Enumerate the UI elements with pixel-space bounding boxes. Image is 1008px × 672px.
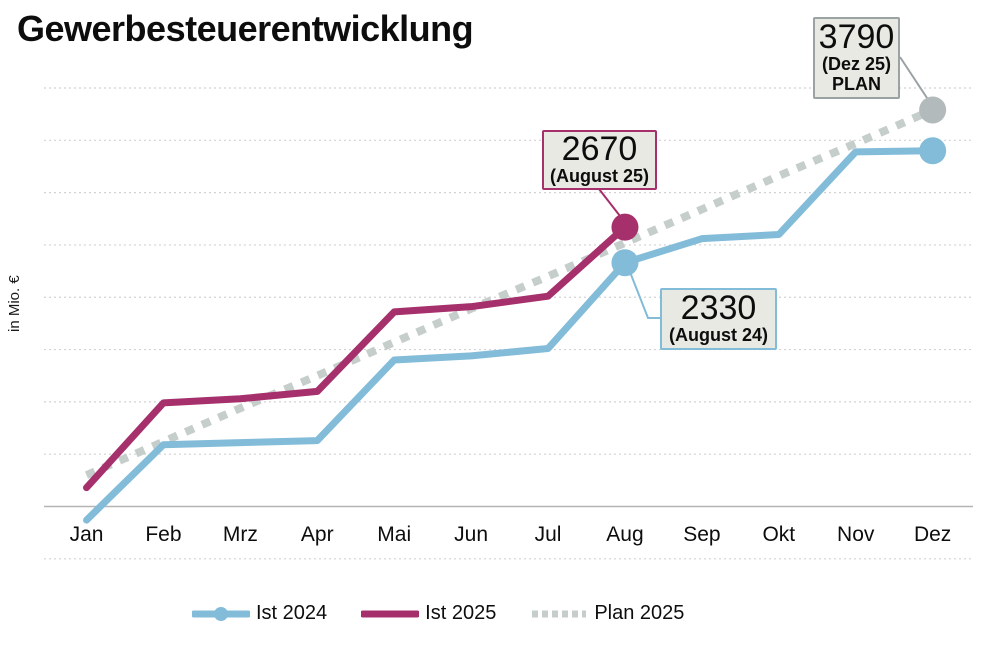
legend-label: Ist 2025 bbox=[425, 602, 497, 624]
annotation-plan-dez: 3790 (Dez 25) PLAN bbox=[813, 17, 900, 99]
legend-swatch-ist-2024 bbox=[192, 606, 250, 621]
x-axis-label-mai: Mai bbox=[377, 523, 412, 546]
chart-title: Gewerbesteuerentwicklung bbox=[17, 8, 474, 49]
x-axis-label-feb: Feb bbox=[145, 523, 182, 546]
series-line-ist-2024 bbox=[83, 147, 937, 524]
annotation-leader-line bbox=[899, 56, 930, 102]
annotation-value: 2330 bbox=[680, 289, 757, 327]
annotation-leader-line bbox=[629, 271, 661, 319]
x-axis-label-jan: Jan bbox=[69, 523, 104, 546]
x-axis-label-dez: Dez bbox=[913, 523, 952, 546]
annotation-ist2025-aug: 2670 (August 25) bbox=[542, 130, 657, 190]
x-axis-label-sep: Sep bbox=[683, 523, 721, 546]
data-point-plan-2025-dez bbox=[919, 96, 947, 124]
x-axis-label-jun: Jun bbox=[454, 523, 489, 546]
legend-label: Plan 2025 bbox=[594, 602, 685, 624]
data-point-ist-2024-aug bbox=[611, 249, 639, 277]
annotation-sublabel: (August 24) bbox=[669, 325, 768, 345]
annotation-sublabel: (August 25) bbox=[550, 166, 649, 186]
legend-swatch-plan-2025 bbox=[532, 610, 587, 617]
legend-item-plan-2025: Plan 2025 bbox=[530, 602, 684, 625]
x-axis-label-nov: Nov bbox=[837, 523, 875, 546]
legend-item-ist-2024: Ist 2024 bbox=[192, 602, 327, 625]
legend-label: Ist 2024 bbox=[256, 602, 328, 624]
legend-swatch-ist-2025 bbox=[361, 610, 420, 617]
x-axis-label-aug: Aug bbox=[606, 523, 644, 546]
x-axis-label-apr: Apr bbox=[300, 523, 334, 546]
x-axis-label-jul: Jul bbox=[534, 523, 562, 546]
annotation-ist2024-aug: 2330 (August 24) bbox=[660, 288, 777, 350]
x-axis-label-mrz: Mrz bbox=[222, 523, 258, 546]
series-line-plan-2025 bbox=[84, 106, 935, 479]
data-point-ist-2025-aug bbox=[611, 213, 639, 241]
annotation-value: 2670 bbox=[561, 130, 638, 168]
series-line-ist-2025 bbox=[83, 223, 629, 492]
annotation-sublabel: PLAN bbox=[832, 74, 881, 94]
annotation-sublabel: (Dez 25) bbox=[821, 54, 892, 74]
chart-legend: Ist 2024 Ist 2025 Plan 2025 bbox=[192, 602, 684, 625]
legend-item-ist-2025: Ist 2025 bbox=[361, 602, 496, 625]
data-point-ist-2024-dez bbox=[919, 137, 947, 165]
annotation-leader-line bbox=[598, 188, 621, 217]
annotation-value: 3790 bbox=[818, 18, 895, 56]
x-axis-label-okt: Okt bbox=[762, 523, 796, 546]
